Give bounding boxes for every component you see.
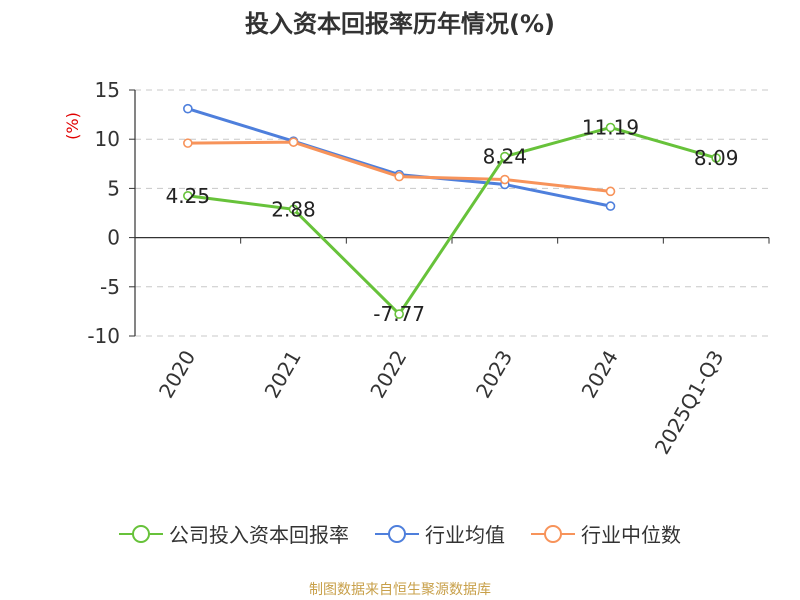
legend-label-industry-mean: 行业均值 <box>425 523 505 547</box>
series-point-0 <box>183 190 193 201</box>
series-point-1 <box>605 201 616 211</box>
series-point-0 <box>605 122 616 133</box>
x-tick-label: 2021 <box>260 346 306 402</box>
legend-label-company: 公司投入资本回报率 <box>169 523 349 547</box>
data-label: 11.19 <box>582 115 639 139</box>
x-tick-label: 2024 <box>577 346 623 402</box>
data-label: 4.25 <box>166 184 211 208</box>
y-tick-label: -5 <box>100 275 120 299</box>
series-point-2 <box>288 137 299 147</box>
legend-item-company[interactable]: 公司投入资本回报率 <box>119 519 349 548</box>
axes: 15 10 5 0 -5 -10 (%) 2020 2021 2022 2023 2024 2025Q1… <box>63 78 770 458</box>
data-label: 8.09 <box>694 146 739 170</box>
series-point-0 <box>394 309 404 319</box>
series-lines <box>183 103 721 319</box>
series-point-0 <box>500 151 510 162</box>
x-tick-label: 2025Q1-Q3 <box>650 346 729 458</box>
y-tick-label: -10 <box>87 324 120 348</box>
legend-item-industry-mean[interactable]: 行业均值 <box>375 519 505 548</box>
data-label: 2.88 <box>271 197 316 221</box>
y-tick-label: 10 <box>95 127 120 151</box>
y-tick-label: 0 <box>107 226 120 250</box>
series-point-0 <box>288 204 299 215</box>
series-point-2 <box>394 171 404 182</box>
legend-marker-company <box>119 524 163 543</box>
data-label: -7.77 <box>373 302 425 326</box>
data-label: 8.24 <box>483 145 528 169</box>
series-point-2 <box>605 186 616 197</box>
x-tick-label: 2023 <box>471 346 517 402</box>
x-tick-label: 2020 <box>154 346 200 402</box>
y-axis-unit-label: (%) <box>63 112 82 140</box>
series-point-0 <box>711 153 721 163</box>
series-line-1 <box>187 107 611 208</box>
series-line-0 <box>187 125 717 317</box>
y-tick-label: 15 <box>95 78 120 102</box>
legend: 公司投入资本回报率 行业均值 行业中位数 <box>0 519 800 548</box>
legend-label-industry-median: 行业中位数 <box>581 523 681 547</box>
legend-marker-industry-median <box>531 524 575 543</box>
x-tick-label: 2022 <box>365 346 411 402</box>
y-tick-label: 5 <box>107 176 120 200</box>
series-line-2 <box>187 140 611 193</box>
series-point-1 <box>183 103 193 114</box>
legend-item-industry-median[interactable]: 行业中位数 <box>531 519 681 548</box>
source-note: 制图数据来自恒生聚源数据库 <box>309 582 491 598</box>
chart-title: 投入资本回报率历年情况(%) <box>245 10 555 38</box>
series-point-2 <box>183 138 193 148</box>
legend-marker-industry-mean <box>375 524 419 543</box>
data-labels: 4.25 2.88 -7.77 8.24 11.19 8.09 <box>166 115 739 326</box>
grid-lines <box>135 89 769 337</box>
series-point-2 <box>500 174 510 185</box>
